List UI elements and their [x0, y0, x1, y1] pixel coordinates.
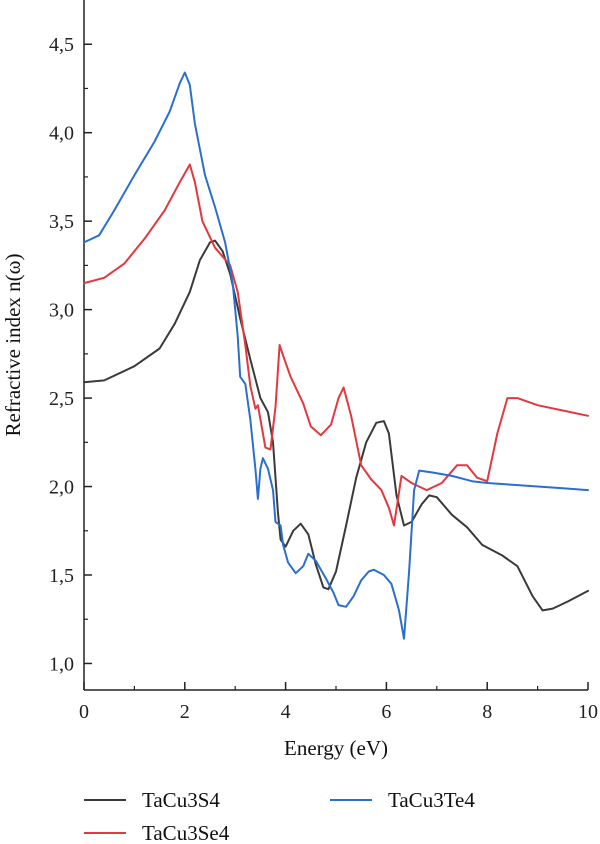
- y-tick-label: 1,0: [49, 653, 74, 675]
- y-tick-label: 1,5: [49, 565, 74, 587]
- x-ticks: 0 2 4 6 8 10: [79, 682, 598, 723]
- x-tick-label: 4: [281, 701, 291, 723]
- y-tick-label: 3,0: [49, 300, 74, 322]
- y-tick-label: 3,5: [49, 211, 74, 233]
- x-tick-label: 8: [482, 701, 492, 723]
- y-axis-title: Refractive index n(ω): [1, 254, 25, 437]
- y-tick-label: 2,0: [49, 477, 74, 499]
- series-line-1: [83, 163, 589, 527]
- legend-label-1: TaCu3Se4: [142, 821, 230, 844]
- y-tick-label: 2,5: [49, 388, 74, 410]
- x-tick-label: 2: [180, 701, 190, 723]
- series-lines: [83, 71, 589, 640]
- plot-area: 0 2 4 6 8 10 1,0 1,5 2,0 2,5 3,0 3,5 4,0 4,5: [49, 0, 598, 723]
- y-ticks: 1,0 1,5 2,0 2,5 3,0 3,5 4,0 4,5: [49, 34, 92, 675]
- series-line-0: [83, 239, 589, 612]
- legend-label-2: TaCu3Te4: [388, 788, 475, 812]
- x-tick-label: 10: [578, 701, 598, 723]
- series-line-2: [83, 71, 589, 640]
- y-tick-label: 4,5: [49, 34, 74, 56]
- legend-label-0: TaCu3S4: [142, 788, 220, 812]
- y-tick-label: 4,0: [49, 123, 74, 145]
- legend: TaCu3S4 TaCu3Se4 TaCu3Te4: [84, 788, 475, 844]
- x-tick-label: 0: [79, 701, 89, 723]
- x-tick-label: 6: [381, 701, 391, 723]
- x-axis-title: Energy (eV): [284, 736, 388, 760]
